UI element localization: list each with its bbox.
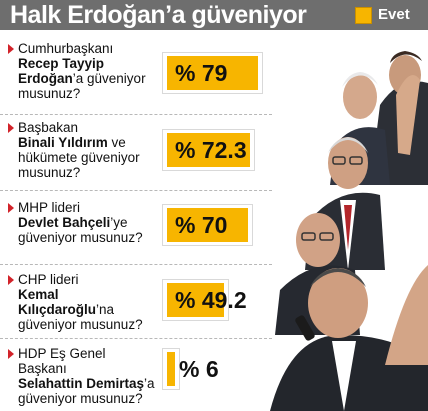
bar-data-label: % 72.3 <box>175 137 247 163</box>
question-prefix: Başbakan <box>18 120 79 135</box>
question-suffix: ’ye güveniyor musunuz? <box>18 215 143 245</box>
row-divider <box>0 190 272 191</box>
question-5: HDP Eş Genel Başkanı Selahattin Demirtaş… <box>8 346 158 406</box>
bar-frame <box>163 349 179 389</box>
question-4: CHP lideri Kemal Kılıçdaroğlu’na güveniy… <box>8 272 158 332</box>
chart-title: Halk Erdoğan’a güveniyor <box>10 1 307 29</box>
legend-label: Evet <box>378 6 410 23</box>
row-divider <box>0 264 272 265</box>
question-prefix: HDP Eş Genel Başkanı <box>18 346 106 376</box>
bullet-triangle-icon <box>8 275 14 285</box>
bar-value-3 <box>167 208 248 242</box>
bullet-triangle-icon <box>8 123 14 133</box>
politician-name: Recep Tayyip Erdoğan <box>18 56 105 86</box>
row-divider <box>0 114 272 115</box>
politician-name: Selahattin Demirtaş <box>18 376 145 391</box>
politician-name: Binali Yıldırım <box>18 135 108 150</box>
bar-data-label: % 79 <box>175 60 228 86</box>
question-prefix: CHP lideri <box>18 272 79 287</box>
row-divider <box>0 338 272 339</box>
question-suffix: ’a güveniyor musunuz? <box>18 376 155 406</box>
question-suffix: ’a güveniyor musunuz? <box>18 71 146 101</box>
bar-data-label: % 70 <box>175 212 228 238</box>
bullet-triangle-icon <box>8 349 14 359</box>
question-prefix: Cumhurbaşkanı <box>18 41 114 56</box>
header-bar: Halk Erdoğan’a güveniyor Evet <box>0 0 428 30</box>
question-prefix: MHP lideri <box>18 200 81 215</box>
bullet-triangle-icon <box>8 44 14 54</box>
bar-value-5 <box>167 352 175 386</box>
bar-value-2 <box>167 133 251 167</box>
bar-value-4 <box>167 283 224 317</box>
politicians-photo <box>270 51 428 411</box>
question-suffix: ’na güveniyor musunuz? <box>18 302 143 332</box>
politician-name: Devlet Bahçeli <box>18 215 111 230</box>
question-2: Başbakan Binali Yıldırım ve hükümete güv… <box>8 120 158 180</box>
bar-value-1 <box>167 56 258 90</box>
question-suffix: ve hükümete güveniyor musunuz? <box>18 135 140 180</box>
bar-frame <box>163 280 228 320</box>
bar-data-label: % 49.2 <box>175 287 247 313</box>
question-1: Cumhurbaşkanı Recep Tayyip Erdoğan’a güv… <box>8 41 158 101</box>
bar-frame <box>163 205 252 245</box>
bullet-triangle-icon <box>8 203 14 213</box>
question-3: MHP lideri Devlet Bahçeli’ye güveniyor m… <box>8 200 158 245</box>
bar-frame <box>163 130 255 170</box>
legend-swatch <box>355 7 372 24</box>
politician-name: Kemal Kılıçdaroğlu <box>18 287 97 317</box>
bar-data-label: % 6 <box>179 356 219 382</box>
bar-frame <box>163 53 262 93</box>
